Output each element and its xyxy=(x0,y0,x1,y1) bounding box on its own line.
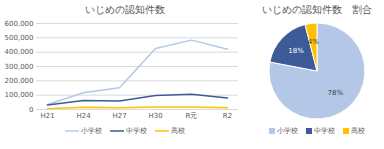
svg-text:300,000: 300,000 xyxy=(5,63,34,71)
svg-text:H27: H27 xyxy=(112,112,126,120)
html-text:高校: 高校 xyxy=(171,127,185,135)
svg-text:H24: H24 xyxy=(76,112,91,120)
svg-text:100,000: 100,000 xyxy=(5,91,34,99)
svg-text:H21: H21 xyxy=(40,112,54,120)
svg-text:500,000: 500,000 xyxy=(5,34,34,42)
html-text:中学校: 中学校 xyxy=(314,127,335,135)
html-text:いじめの認知件数 割合: いじめの認知件数 割合 xyxy=(262,4,372,15)
svg-text:R2: R2 xyxy=(223,112,232,120)
svg-text:400,000: 400,000 xyxy=(5,48,34,56)
svg-text:H30: H30 xyxy=(148,112,162,120)
svg-text:600,000: 600,000 xyxy=(5,20,34,28)
svg-text:18%: 18% xyxy=(288,47,304,55)
svg-text:78%: 78% xyxy=(328,89,344,97)
svg-text:4%: 4% xyxy=(308,38,319,46)
html-text:高校: 高校 xyxy=(351,127,365,135)
html-text:小学校: 小学校 xyxy=(277,127,298,135)
svg-text:0: 0 xyxy=(29,106,33,114)
html-text:中学校: 中学校 xyxy=(126,127,147,135)
svg-text:R元: R元 xyxy=(186,112,198,120)
html-text:いじめの認知件数: いじめの認知件数 xyxy=(85,4,165,15)
html-text:小学校: 小学校 xyxy=(81,127,102,135)
svg-text:200,000: 200,000 xyxy=(5,77,34,85)
